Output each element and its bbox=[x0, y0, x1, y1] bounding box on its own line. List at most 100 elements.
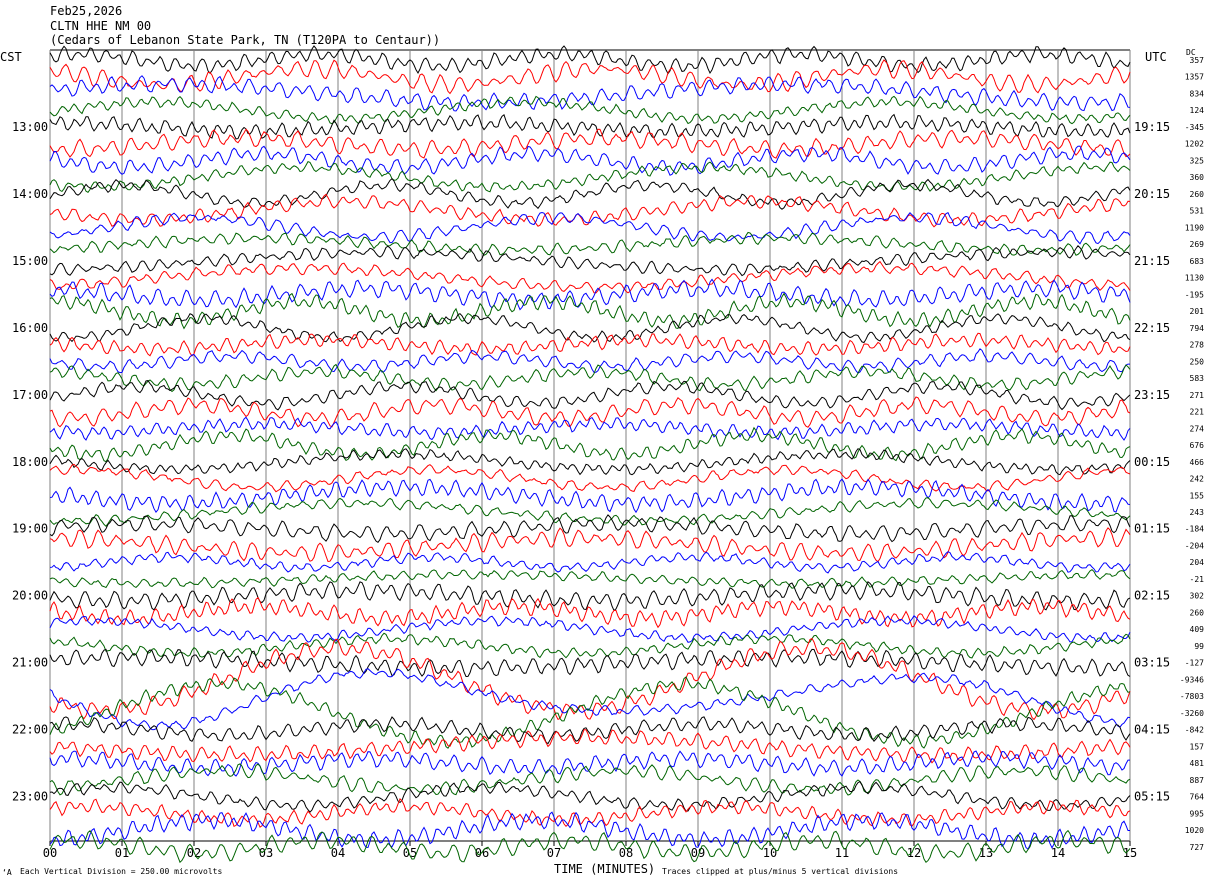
dc-offset-label: -195 bbox=[1185, 290, 1204, 299]
dc-offset-label: -345 bbox=[1185, 123, 1204, 132]
seismic-trace bbox=[49, 648, 1131, 678]
dc-offset-label: 481 bbox=[1190, 759, 1205, 768]
seismic-trace bbox=[49, 829, 1131, 864]
dc-offset-label: 242 bbox=[1190, 475, 1205, 484]
x-axis-title: TIME (MINUTES) bbox=[554, 862, 656, 876]
x-tick-label: 14 bbox=[1051, 846, 1065, 860]
dc-offset-label: 676 bbox=[1190, 441, 1205, 450]
dc-offset-label: 764 bbox=[1190, 793, 1205, 802]
scale-note: Each Vertical Division = 250.00 microvol… bbox=[20, 867, 223, 876]
dc-offset-label: -127 bbox=[1185, 659, 1204, 668]
seismic-trace bbox=[49, 763, 1131, 796]
dc-offset-label: -204 bbox=[1185, 541, 1204, 550]
dc-offset-label: 531 bbox=[1190, 207, 1205, 216]
seismic-trace bbox=[49, 177, 1131, 210]
seismic-trace bbox=[49, 193, 1131, 228]
seismic-trace bbox=[49, 568, 1131, 589]
x-tick-label: 13 bbox=[979, 846, 993, 860]
x-tick-label: 07 bbox=[547, 846, 561, 860]
dc-offset-label: 204 bbox=[1190, 558, 1205, 567]
dc-offset-label: -842 bbox=[1185, 726, 1204, 735]
seismic-trace bbox=[49, 160, 1131, 193]
seismic-trace bbox=[49, 380, 1131, 411]
x-tick-label: 11 bbox=[835, 846, 849, 860]
seismic-trace bbox=[49, 750, 1130, 777]
right-hour-label: 23:15 bbox=[1134, 388, 1170, 402]
seismic-trace bbox=[49, 478, 1131, 514]
seismic-trace bbox=[49, 615, 1131, 643]
dc-offset-label: 794 bbox=[1190, 324, 1205, 333]
left-hour-label: 19:00 bbox=[12, 522, 48, 536]
seismic-trace bbox=[49, 676, 1131, 749]
seismic-trace bbox=[49, 632, 1131, 659]
clip-note: Traces clipped at plus/minus 5 vertical … bbox=[662, 867, 899, 876]
seismic-trace bbox=[49, 668, 1131, 731]
dc-offset-label: 271 bbox=[1190, 391, 1205, 400]
seismic-trace bbox=[49, 245, 1131, 277]
dc-offset-label: 409 bbox=[1190, 625, 1205, 634]
right-hour-label: 05:15 bbox=[1134, 790, 1170, 804]
x-tick-label: 09 bbox=[691, 846, 705, 860]
left-timezone: CST bbox=[0, 50, 22, 64]
seismic-trace bbox=[49, 332, 1131, 357]
x-tick-label: 05 bbox=[403, 846, 417, 860]
left-hour-label: 23:00 bbox=[12, 790, 48, 804]
dc-offset-label: 157 bbox=[1190, 742, 1205, 751]
dc-offset-label: 1130 bbox=[1185, 274, 1204, 283]
dc-offset-label: 269 bbox=[1190, 240, 1205, 249]
left-hour-label: 13:00 bbox=[12, 120, 48, 134]
dc-offset-label: 887 bbox=[1190, 776, 1205, 785]
seismic-trace bbox=[49, 729, 1131, 764]
seismic-trace bbox=[49, 95, 1131, 125]
left-hour-label: 15:00 bbox=[12, 254, 48, 268]
seismic-trace bbox=[49, 448, 1131, 476]
plot-date: Feb25,2026 bbox=[50, 4, 123, 18]
dc-offset-label: 124 bbox=[1190, 106, 1205, 115]
dc-offset-label: -184 bbox=[1185, 525, 1204, 534]
dc-offset-label: 1357 bbox=[1185, 73, 1204, 82]
seismic-trace bbox=[49, 113, 1131, 140]
right-timezone: UTC bbox=[1145, 50, 1167, 64]
right-hour-label: 00:15 bbox=[1134, 455, 1170, 469]
left-hour-label: 20:00 bbox=[12, 589, 48, 603]
dc-offset-label: 360 bbox=[1190, 173, 1205, 182]
dc-offset-label: 727 bbox=[1190, 843, 1205, 852]
seismic-trace bbox=[49, 145, 1131, 176]
left-hour-label: 22:00 bbox=[12, 723, 48, 737]
dc-offset-label: 1202 bbox=[1185, 140, 1204, 149]
dc-offset-label: 995 bbox=[1190, 809, 1205, 818]
seismic-trace bbox=[49, 527, 1131, 563]
seismic-trace bbox=[49, 348, 1130, 374]
seismic-trace bbox=[49, 396, 1131, 428]
right-hour-label: 21:15 bbox=[1134, 254, 1170, 268]
left-hour-label: 16:00 bbox=[12, 321, 48, 335]
seismic-trace bbox=[49, 596, 1131, 629]
dc-offset-label: 357 bbox=[1190, 56, 1205, 65]
seismic-trace bbox=[49, 798, 1131, 828]
dc-offset-label: 1020 bbox=[1185, 826, 1204, 835]
seismic-trace bbox=[49, 781, 1131, 813]
dc-offset-label: 155 bbox=[1190, 491, 1205, 500]
corner-mark: ‘A bbox=[2, 868, 12, 877]
left-hour-label: 14:00 bbox=[12, 187, 48, 201]
seismic-trace bbox=[49, 581, 1131, 612]
seismic-trace bbox=[49, 59, 1131, 95]
seismic-trace bbox=[49, 292, 1131, 330]
seismic-trace bbox=[49, 231, 1131, 256]
x-tick-label: 12 bbox=[907, 846, 921, 860]
x-tick-label: 10 bbox=[763, 846, 777, 860]
seismic-trace bbox=[49, 260, 1131, 294]
x-tick-label: 08 bbox=[619, 846, 633, 860]
seismic-trace bbox=[49, 637, 1131, 721]
right-hour-label: 19:15 bbox=[1134, 120, 1170, 134]
dc-offset-label: 583 bbox=[1190, 374, 1205, 383]
right-hour-label: 02:15 bbox=[1134, 589, 1170, 603]
dc-offset-label: 325 bbox=[1190, 156, 1205, 165]
seismic-trace bbox=[49, 514, 1131, 543]
dc-offset-label: 250 bbox=[1190, 357, 1205, 366]
x-tick-label: 00 bbox=[43, 846, 57, 860]
seismic-trace bbox=[49, 45, 1131, 75]
dc-offset-label: 302 bbox=[1190, 592, 1205, 601]
x-tick-label: 15 bbox=[1123, 846, 1137, 860]
